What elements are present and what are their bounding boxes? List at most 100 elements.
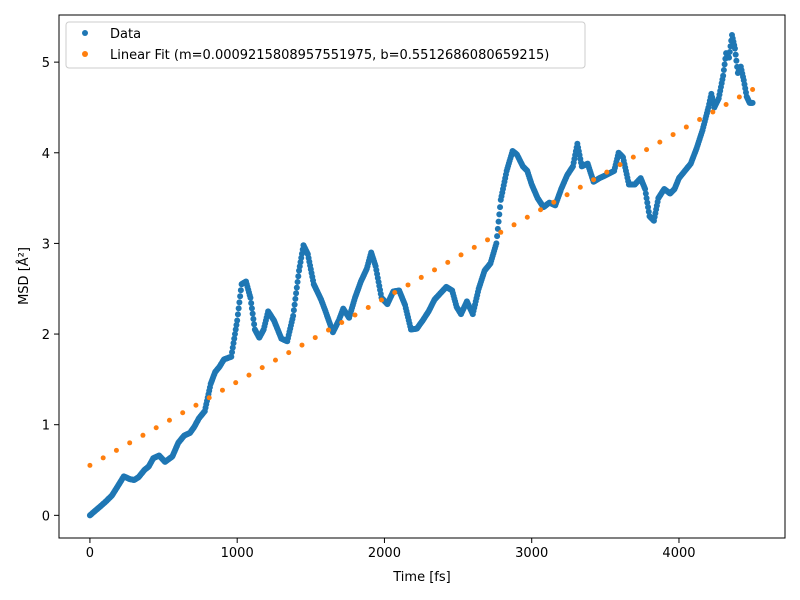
data-point (293, 290, 300, 297)
data-point (290, 307, 297, 314)
fit-point (206, 395, 212, 401)
data-layer (86, 31, 756, 519)
fit-point (736, 94, 742, 100)
fit-point (432, 267, 438, 273)
fit-point (153, 425, 159, 431)
data-point (495, 218, 502, 225)
data-point (720, 72, 727, 79)
data-point (644, 199, 651, 206)
data-point (496, 211, 503, 218)
x-tick-label: 1000 (221, 546, 254, 561)
data-point (643, 195, 650, 202)
data-point (292, 295, 299, 302)
data-point (248, 305, 255, 312)
data-point (645, 208, 652, 215)
data-point (294, 278, 301, 285)
legend-label-fit: Linear Fit (m=0.0009215808957551975, b=0… (110, 48, 549, 63)
fit-layer (87, 86, 756, 468)
fit-point (604, 169, 610, 175)
data-point (234, 317, 241, 324)
legend-label-data: Data (110, 27, 141, 42)
fit-point (219, 387, 225, 393)
data-point (293, 284, 300, 291)
fit-point (471, 244, 477, 250)
fit-point (87, 462, 93, 468)
y-tick-label: 4 (42, 147, 50, 162)
y-tick-label: 3 (42, 237, 50, 252)
data-point (228, 353, 235, 360)
fit-point (511, 222, 517, 228)
x-tick-label: 0 (86, 546, 94, 561)
fit-point (418, 274, 424, 280)
data-point (231, 331, 238, 338)
fit-point (140, 432, 146, 438)
fit-point (524, 214, 530, 220)
fit-point (312, 335, 318, 341)
fit-point (113, 447, 119, 453)
fit-point (352, 312, 358, 318)
data-point (251, 321, 258, 328)
fit-point (233, 380, 239, 386)
y-tick-label: 1 (42, 419, 50, 434)
fit-point (577, 184, 583, 190)
data-point (250, 315, 257, 322)
fit-point (485, 237, 491, 243)
data-point (232, 326, 239, 333)
data-point (230, 340, 237, 347)
data-point (720, 67, 727, 74)
legend-box (65, 21, 586, 69)
data-point (721, 61, 728, 68)
fit-point (193, 402, 199, 408)
data-point (233, 321, 240, 328)
data-point (726, 48, 733, 55)
y-axis-ticks: 0 1 2 3 4 5 (42, 56, 59, 524)
fit-point (379, 297, 384, 303)
y-axis-label: MSD [Å²] (16, 247, 32, 305)
data-point (236, 299, 243, 306)
data-point (237, 287, 244, 294)
fit-point (750, 86, 756, 92)
data-point (642, 190, 649, 197)
fit-point (498, 229, 504, 235)
data-point (493, 240, 500, 247)
fit-point (299, 342, 305, 348)
data-point (731, 45, 738, 52)
legend-marker-data (82, 30, 88, 36)
plot-frame (58, 14, 786, 539)
data-point (494, 233, 501, 240)
data-point (749, 99, 756, 106)
fit-point (180, 410, 186, 416)
legend-marker-fit (82, 51, 88, 57)
fit-point (259, 365, 265, 371)
fit-point (710, 109, 716, 115)
fit-point (697, 117, 703, 123)
fit-point (644, 147, 650, 153)
fit-point (591, 177, 597, 183)
legend: Data Linear Fit (m=0.0009215808957551975… (65, 21, 586, 69)
data-point (247, 294, 254, 301)
y-tick-label: 0 (42, 509, 50, 524)
y-tick-label: 5 (42, 56, 50, 71)
fit-point (657, 139, 663, 145)
fit-point (325, 327, 331, 333)
fit-point (538, 207, 544, 213)
fit-point (166, 417, 172, 423)
x-tick-label: 3000 (515, 546, 548, 561)
data-point (497, 204, 504, 211)
fit-point (564, 192, 570, 198)
fit-point (392, 289, 398, 295)
x-tick-label: 4000 (662, 546, 695, 561)
fit-point (100, 455, 106, 461)
data-point (295, 273, 302, 280)
fit-point (458, 252, 464, 258)
data-point (290, 312, 297, 319)
fit-point (127, 440, 133, 446)
fit-point (630, 154, 636, 160)
data-point (234, 311, 241, 318)
fit-point (272, 357, 278, 363)
x-axis-label: Time [fs] (392, 570, 450, 585)
fit-point (445, 259, 451, 265)
data-point (733, 57, 740, 64)
data-point (237, 293, 244, 300)
